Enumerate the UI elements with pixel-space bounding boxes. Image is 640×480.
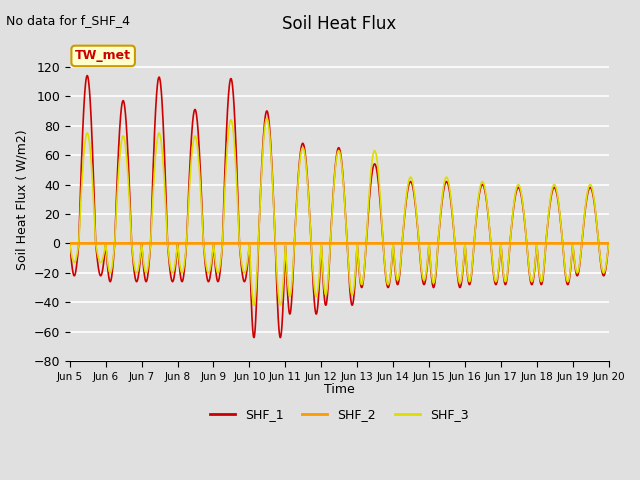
Text: No data for f_SHF_4: No data for f_SHF_4 (6, 14, 131, 27)
X-axis label: Time: Time (324, 383, 355, 396)
Y-axis label: Soil Heat Flux ( W/m2): Soil Heat Flux ( W/m2) (15, 129, 28, 270)
Legend: SHF_1, SHF_2, SHF_3: SHF_1, SHF_2, SHF_3 (205, 403, 474, 426)
Text: TW_met: TW_met (75, 49, 131, 62)
Title: Soil Heat Flux: Soil Heat Flux (282, 15, 396, 33)
